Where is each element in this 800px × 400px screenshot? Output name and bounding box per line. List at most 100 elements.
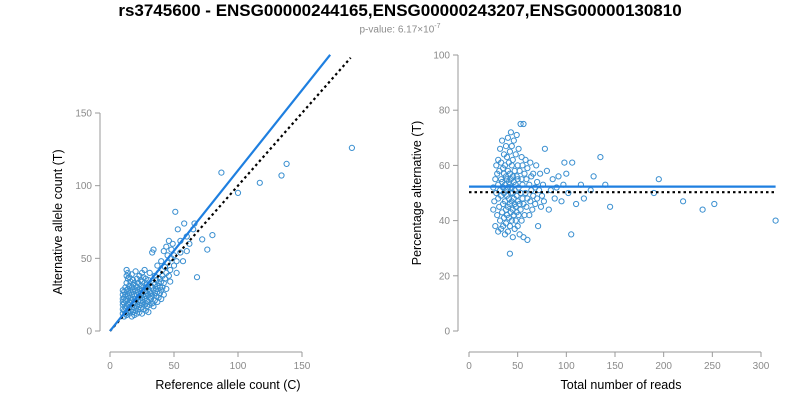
- left-y-tick-label: 50: [81, 254, 93, 265]
- right-data-point: [547, 187, 554, 194]
- left-data-point: [144, 281, 151, 288]
- left-data-point: [142, 307, 149, 314]
- left-data-point: [129, 301, 137, 308]
- right-data-point: [772, 217, 779, 224]
- left-data-point: [122, 297, 129, 304]
- left-data-point: [135, 298, 142, 305]
- left-data-point: [183, 233, 190, 240]
- left-data-point: [132, 282, 139, 289]
- left-data-point: [151, 272, 158, 279]
- left-data-point: [132, 300, 139, 307]
- left-data-point: [144, 297, 151, 304]
- right-data-point: [508, 217, 515, 224]
- left-data-point: [121, 288, 128, 295]
- right-data-point: [533, 162, 540, 169]
- left-data-point: [138, 278, 146, 285]
- left-data-point: [156, 284, 163, 291]
- left-fit-line: [109, 54, 332, 332]
- left-data-point: [234, 189, 242, 196]
- right-data-point: [504, 203, 511, 210]
- right-data-point: [711, 200, 718, 208]
- right-data-point: [607, 203, 614, 210]
- left-data-point: [199, 236, 206, 243]
- right-data-point: [500, 184, 507, 191]
- left-data-point: [123, 266, 130, 274]
- right-data-point: [522, 189, 529, 197]
- right-y-tick-label: 0: [444, 327, 450, 338]
- left-data-point: [133, 310, 140, 317]
- left-data-point: [193, 274, 201, 281]
- right-data-point: [529, 206, 536, 213]
- left-data-point: [128, 284, 135, 291]
- left-data-point: [119, 291, 126, 298]
- right-data-point: [515, 212, 522, 219]
- left-data-point: [161, 264, 169, 271]
- left-data-point: [126, 304, 133, 311]
- right-data-point: [527, 159, 534, 166]
- left-data-point: [131, 311, 138, 319]
- right-data-point: [498, 192, 505, 199]
- left-data-point: [158, 287, 165, 294]
- left-data-point: [133, 291, 140, 298]
- left-data-point: [136, 272, 143, 279]
- right-data-point: [499, 137, 506, 144]
- left-data-point: [163, 285, 170, 292]
- left-data-point: [150, 246, 157, 253]
- left-data-point: [149, 249, 156, 256]
- right-data-point: [650, 189, 658, 197]
- left-data-point: [136, 293, 143, 300]
- right-data-point: [526, 212, 533, 219]
- left-data-point: [145, 298, 152, 305]
- left-data-point: [123, 295, 130, 303]
- left-data-point: [142, 284, 149, 291]
- left-data-point: [167, 266, 174, 274]
- right-data-point: [699, 206, 706, 213]
- left-data-point: [122, 310, 129, 317]
- right-data-point: [501, 181, 509, 188]
- right-data-point: [539, 181, 547, 188]
- left-data-point: [151, 290, 158, 297]
- right-data-point: [537, 203, 545, 210]
- left-data-point: [140, 291, 147, 298]
- right-data-point: [565, 189, 572, 197]
- right-data-point: [551, 195, 558, 202]
- left-data-point: [142, 293, 149, 300]
- left-x-axis-label: Reference allele count (C): [155, 378, 300, 392]
- left-data-point: [177, 237, 184, 244]
- left-data-point: [181, 220, 188, 227]
- left-y-tick-label: 0: [86, 327, 92, 338]
- left-y-axis-label: Alternative allele count (T): [51, 149, 65, 294]
- left-data-point: [140, 306, 147, 313]
- left-data-point: [124, 269, 132, 276]
- left-data-point: [158, 278, 165, 285]
- left-data-point: [154, 282, 161, 289]
- left-data-point: [129, 309, 137, 316]
- left-reference-line: [109, 57, 352, 332]
- right-data-point: [541, 145, 549, 152]
- right-data-point: [507, 176, 514, 183]
- right-data-point: [523, 176, 530, 183]
- left-data-point: [145, 309, 152, 316]
- right-data-point: [560, 181, 567, 188]
- right-data-point: [494, 170, 501, 177]
- right-data-point: [534, 195, 541, 202]
- left-data-point: [179, 258, 187, 265]
- right-data-point: [524, 236, 531, 243]
- left-data-point: [169, 240, 176, 247]
- right-data-point: [508, 198, 515, 205]
- left-data-point: [135, 288, 142, 295]
- left-data-point: [283, 160, 290, 167]
- left-data-point: [145, 291, 152, 298]
- left-data-point: [144, 303, 151, 310]
- left-data-point: [136, 301, 143, 308]
- left-data-point: [156, 290, 163, 297]
- right-data-point: [510, 137, 517, 144]
- left-data-point: [158, 295, 165, 303]
- right-data-point: [496, 203, 503, 210]
- right-data-point: [514, 198, 521, 205]
- right-data-point: [500, 214, 508, 221]
- left-data-point: [121, 300, 128, 307]
- left-x-tick-label: 100: [230, 361, 247, 372]
- left-data-point: [153, 293, 160, 300]
- right-x-tick-label: 300: [753, 361, 770, 372]
